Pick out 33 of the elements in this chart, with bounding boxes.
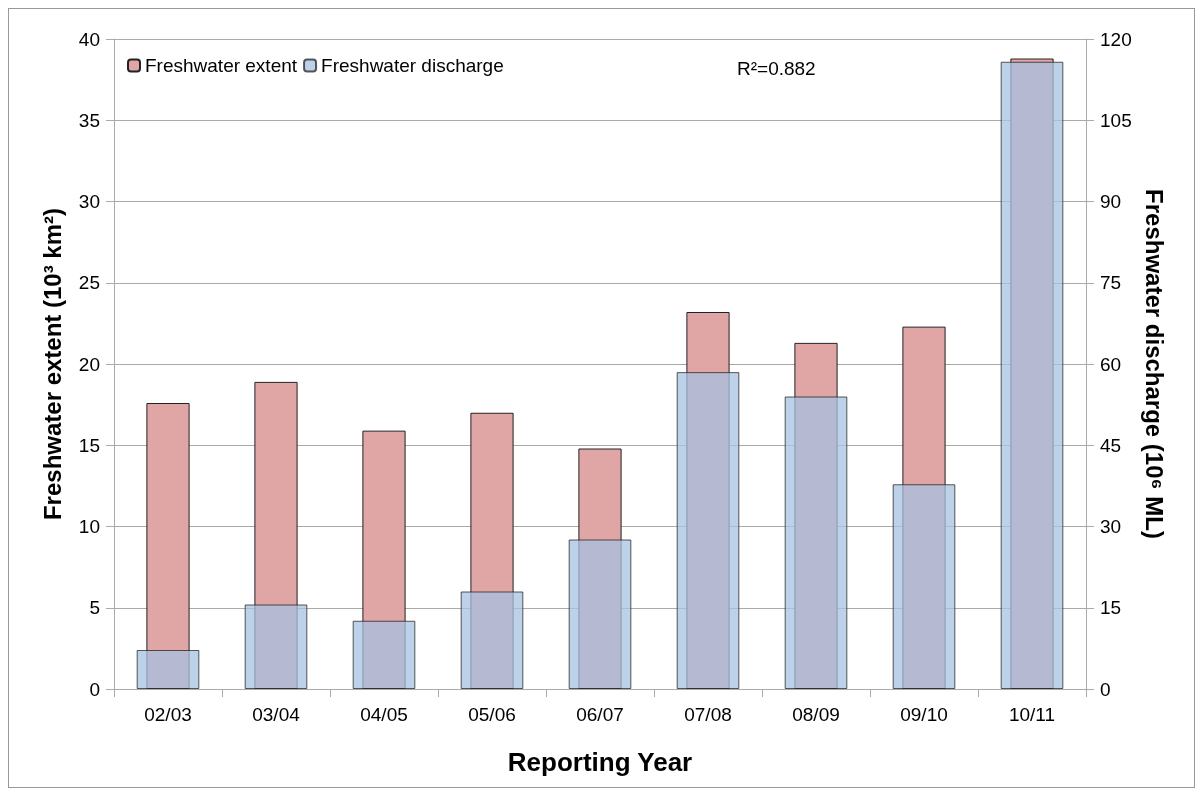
y2-tick-label: 105 (1100, 109, 1132, 131)
y-tick-label: 15 (78, 434, 100, 456)
x-tick-label: 04/05 (360, 704, 408, 725)
annotation: R²=0.882 (737, 58, 816, 79)
y-tick-label: 30 (78, 191, 100, 212)
y2-tick-label: 75 (1100, 272, 1122, 294)
y2-tick-label: 60 (1100, 353, 1122, 375)
x-tick-label: 02/03 (144, 704, 192, 725)
y-tick-label: 10 (78, 516, 100, 537)
x-tick-label: 06/07 (576, 704, 624, 725)
x-tick-label: 05/06 (468, 704, 516, 725)
y-axis-title: Freshwater extent (10³ km²) (38, 207, 66, 521)
x-tick-label: 09/10 (900, 704, 948, 725)
y2-axis-title: Freshwater discharge (10⁶ ML) (1141, 189, 1169, 539)
x-tick-label: 07/08 (684, 704, 732, 725)
legend-label: Freshwater extent (145, 55, 298, 76)
y-tick-label: 40 (78, 28, 100, 50)
y2-tick-label: 30 (1100, 516, 1122, 537)
y2-tick-label: 120 (1100, 28, 1132, 50)
x-axis-title: Reporting Year (507, 747, 693, 777)
x-tick-label: 03/04 (252, 704, 301, 725)
y2-tick-label: 90 (1100, 191, 1122, 212)
y-tick-label: 20 (78, 353, 100, 375)
y2-tick-label: 15 (1100, 597, 1122, 619)
y-tick-label: 35 (78, 109, 100, 131)
y2-tick-label: 45 (1100, 434, 1122, 456)
y2-tick-label: 0 (1100, 678, 1111, 700)
y-tick-label: 5 (89, 597, 100, 619)
y-tick-label: 0 (89, 678, 100, 700)
x-tick-label: 10/11 (1008, 704, 1056, 725)
y-tick-label: 25 (78, 272, 100, 294)
legend-label: Freshwater discharge (321, 55, 504, 76)
x-tick-label: 08/09 (792, 704, 840, 725)
